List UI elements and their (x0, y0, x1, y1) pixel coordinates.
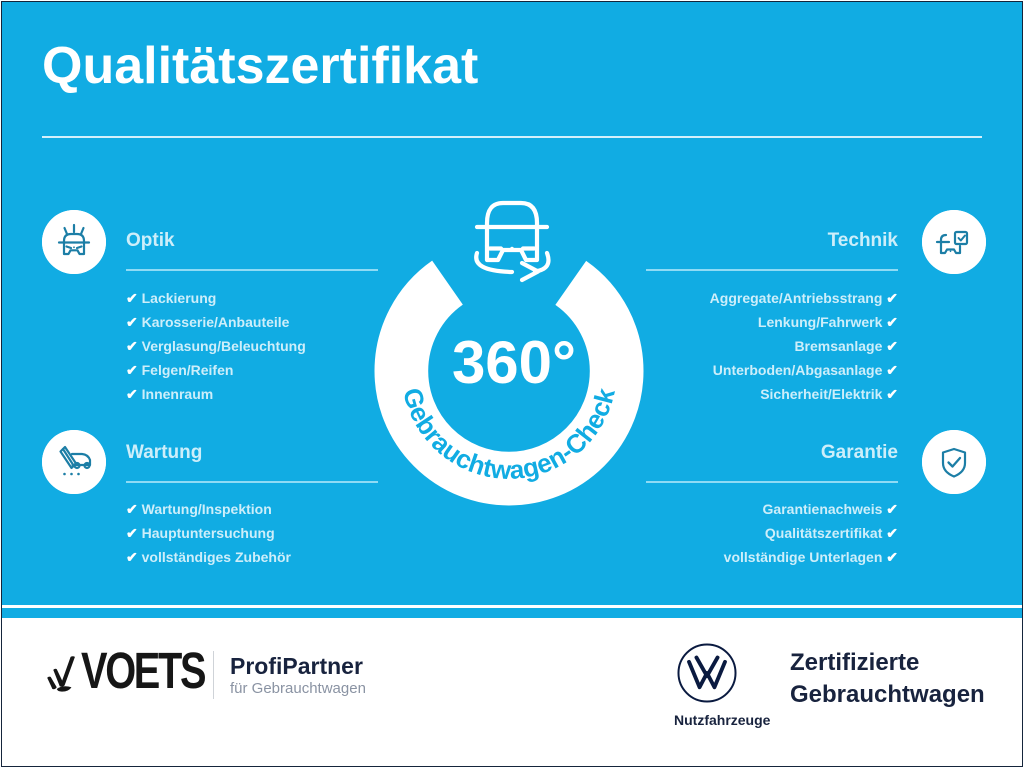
svg-text:Gebrauchtwagen-Check: Gebrauchtwagen-Check (397, 385, 621, 486)
